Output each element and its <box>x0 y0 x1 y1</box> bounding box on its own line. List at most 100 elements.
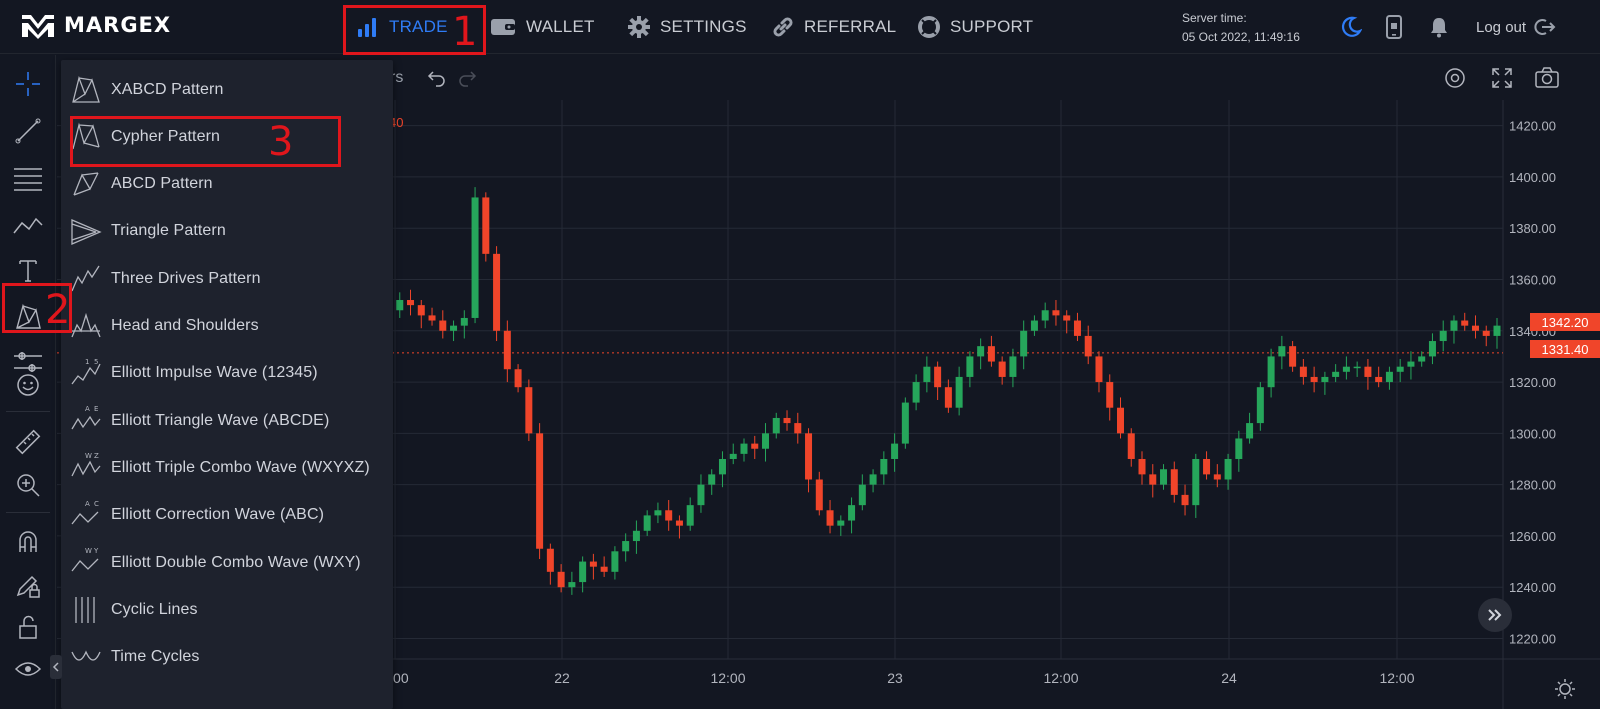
xabcd-pattern-icon <box>70 74 102 106</box>
x-tick-label: 12:00 <box>1379 670 1414 686</box>
pattern-menu-item[interactable]: 1 5 Elliott Impulse Wave (12345) <box>61 350 393 397</box>
x-tick-label: 22 <box>554 670 570 686</box>
toolbar-divider <box>6 411 50 412</box>
pattern-menu-item[interactable]: W Z Elliott Triple Combo Wave (WXYXZ) <box>61 444 393 491</box>
top-navigation-bar: MARGEX TRADE WALLET <box>0 0 1600 54</box>
candle-body <box>1310 376 1318 383</box>
pattern-menu-item[interactable]: A C Elliott Correction Wave (ABC) <box>61 492 393 539</box>
candle-body <box>718 458 726 475</box>
crosshair-tool[interactable] <box>8 64 48 104</box>
mobile-phone-icon <box>1386 15 1402 39</box>
triangle-pattern-icon <box>70 216 102 248</box>
y-tick-label: 1420.00 <box>1509 119 1556 134</box>
logout-button[interactable]: Log out <box>1476 0 1556 54</box>
patterns-tool[interactable] <box>8 297 48 337</box>
pattern-menu-item[interactable]: XABCD Pattern <box>61 66 393 113</box>
candle-body <box>600 566 608 572</box>
candle-body <box>1256 387 1264 424</box>
trend-line-tool[interactable] <box>8 111 48 151</box>
server-time-label: Server time: <box>1182 11 1247 25</box>
indicators-label-partial: rs <box>390 69 404 86</box>
nav-referral[interactable]: REFERRAL <box>772 0 896 54</box>
svg-text:A: A <box>85 500 90 508</box>
nav-support[interactable]: SUPPORT <box>918 0 1033 54</box>
svg-text:C: C <box>94 500 99 508</box>
nav-settings[interactable]: SETTINGS <box>628 0 747 54</box>
redo-button[interactable] <box>456 62 478 94</box>
lock-tool[interactable] <box>8 607 48 647</box>
candle-body <box>794 423 802 434</box>
text-tool[interactable] <box>8 250 48 290</box>
candle-body <box>1385 371 1393 383</box>
candle-body <box>1138 458 1146 475</box>
candle-body <box>966 356 974 377</box>
measure-tool[interactable] <box>8 422 48 462</box>
y-tick-label: 1220.00 <box>1509 631 1556 646</box>
margex-logo[interactable]: MARGEX <box>20 11 171 39</box>
nav-trade[interactable]: TRADE <box>357 0 448 54</box>
fib-tool[interactable] <box>8 158 48 198</box>
undo-button[interactable] <box>426 62 448 94</box>
zoom-in-tool[interactable] <box>8 465 48 505</box>
svg-text:W: W <box>85 547 92 555</box>
x-tick-label: 12:00 <box>1043 670 1078 686</box>
theme-toggle-button[interactable] <box>1338 14 1364 40</box>
pattern-menu-item-label: Elliott Triangle Wave (ABCDE) <box>111 411 330 429</box>
pattern-line-tool[interactable] <box>8 205 48 245</box>
lock-drawings-tool[interactable] <box>8 565 48 605</box>
zoom-in-icon <box>17 474 40 497</box>
pattern-menu-item[interactable]: A E Elliott Triangle Wave (ABCDE) <box>61 397 393 444</box>
fullscreen-button[interactable] <box>1490 62 1514 94</box>
candle-body <box>751 443 759 449</box>
prediction-tool[interactable] <box>8 342 48 382</box>
moon-icon <box>1342 16 1362 37</box>
pattern-menu-item[interactable]: Cyclic Lines <box>61 586 393 633</box>
candle-body <box>987 346 995 362</box>
pattern-menu-item-label: Head and Shoulders <box>111 317 259 334</box>
nav-settings-label: SETTINGS <box>660 17 747 36</box>
candle-body <box>1127 433 1135 459</box>
scroll-to-realtime-button[interactable] <box>1478 598 1512 632</box>
pattern-menu-item[interactable]: Head and Shoulders <box>61 303 393 350</box>
pattern-menu-item[interactable]: Three Drives Pattern <box>61 255 393 302</box>
chart-properties-button[interactable] <box>1554 678 1576 700</box>
toolbar-divider <box>6 512 50 513</box>
candle-body <box>1063 315 1071 321</box>
candle-body <box>783 417 791 424</box>
annotation-number-1: 1 <box>452 9 478 55</box>
candle-body <box>740 443 748 454</box>
candle-body <box>805 433 813 480</box>
magnet-tool[interactable] <box>8 522 48 562</box>
bell-icon <box>1431 18 1447 38</box>
candle-body <box>525 387 533 434</box>
text-icon <box>19 260 37 282</box>
emoji-tool[interactable] <box>8 365 48 405</box>
pattern-menu-item[interactable]: Time Cycles <box>61 634 393 681</box>
x-tick-label: 23 <box>887 670 903 686</box>
candle-body <box>815 479 823 511</box>
candle-body <box>1106 382 1114 408</box>
pattern-menu-item-label: Cypher Pattern <box>111 127 221 145</box>
nav-wallet[interactable]: WALLET <box>490 0 595 54</box>
pattern-menu-item-label: ABCD Pattern <box>111 175 213 193</box>
visibility-tool[interactable] <box>8 649 48 689</box>
screenshot-button[interactable] <box>1534 62 1560 94</box>
pattern-menu-item-label: Time Cycles <box>111 648 200 666</box>
notifications-button[interactable] <box>1426 14 1452 40</box>
pattern-menu-item[interactable]: Triangle Pattern <box>61 208 393 255</box>
patterns-dropdown-menu: XABCD Pattern Cypher Pattern ABCD Pattern T… <box>61 60 393 709</box>
mobile-app-button[interactable] <box>1381 14 1407 40</box>
candle-body <box>934 366 942 388</box>
svg-text:1: 1 <box>85 358 89 366</box>
pattern-menu-item[interactable]: ABCD Pattern <box>61 161 393 208</box>
pattern-menu-item[interactable]: W Y Elliott Double Combo Wave (WXY) <box>61 539 393 586</box>
indicators-partial[interactable]: rs <box>390 62 403 94</box>
candle-body <box>697 484 705 506</box>
toolbar-collapse-handle[interactable] <box>50 655 62 679</box>
unlock-icon <box>19 615 37 639</box>
pattern-menu-item[interactable]: Cypher Pattern <box>61 113 393 160</box>
fullscreen-icon <box>1492 68 1512 88</box>
chart-settings-button[interactable] <box>1442 62 1468 94</box>
